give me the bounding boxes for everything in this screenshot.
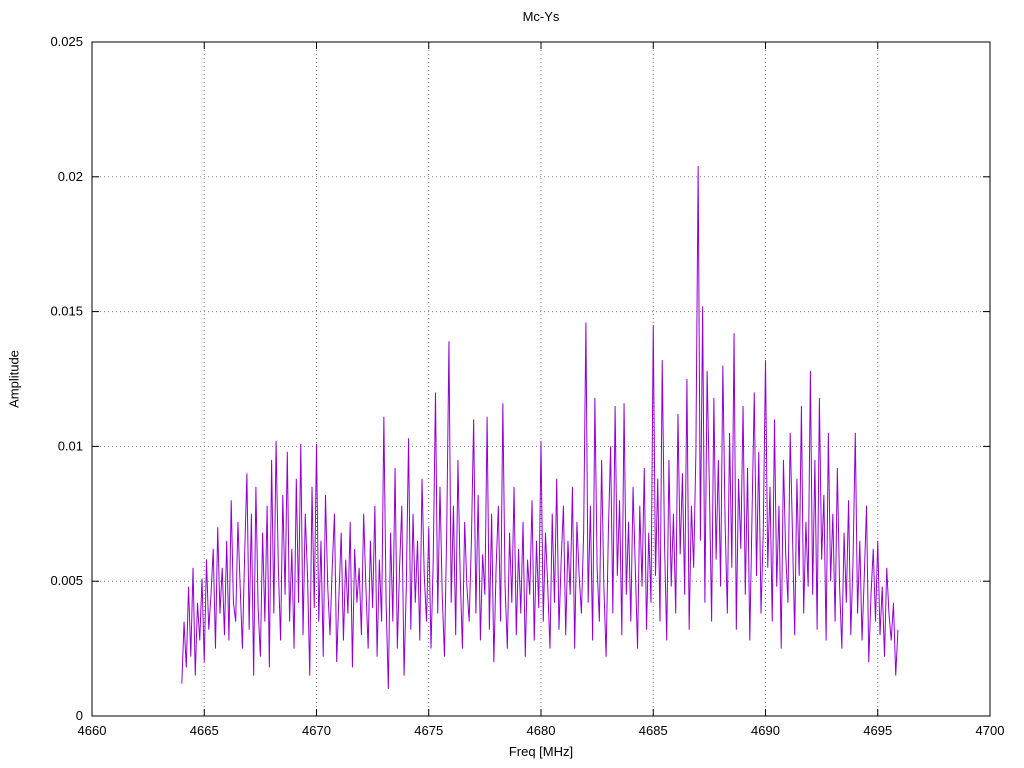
x-tick-label: 4680: [527, 723, 556, 738]
y-tick-label: 0.02: [58, 169, 83, 184]
y-tick-label: 0.015: [50, 304, 83, 319]
x-tick-label: 4700: [976, 723, 1005, 738]
x-tick-label: 4665: [190, 723, 219, 738]
y-tick-label: 0: [76, 708, 83, 723]
y-tick-label: 0.01: [58, 438, 83, 453]
x-tick-label: 4670: [302, 723, 331, 738]
x-axis-label: Freq [MHz]: [508, 744, 574, 759]
y-tick-label: 0.005: [50, 573, 83, 588]
y-tick-label: 0.025: [50, 34, 83, 49]
x-tick-label: 4685: [639, 723, 668, 738]
x-tick-label: 4695: [863, 723, 892, 738]
series-line: [181, 166, 899, 690]
chart-title: Mc-Ys: [522, 9, 560, 24]
x-tick-label: 4675: [414, 723, 443, 738]
x-tick-label: 4660: [78, 723, 107, 738]
x-tick-label: 4690: [751, 723, 780, 738]
